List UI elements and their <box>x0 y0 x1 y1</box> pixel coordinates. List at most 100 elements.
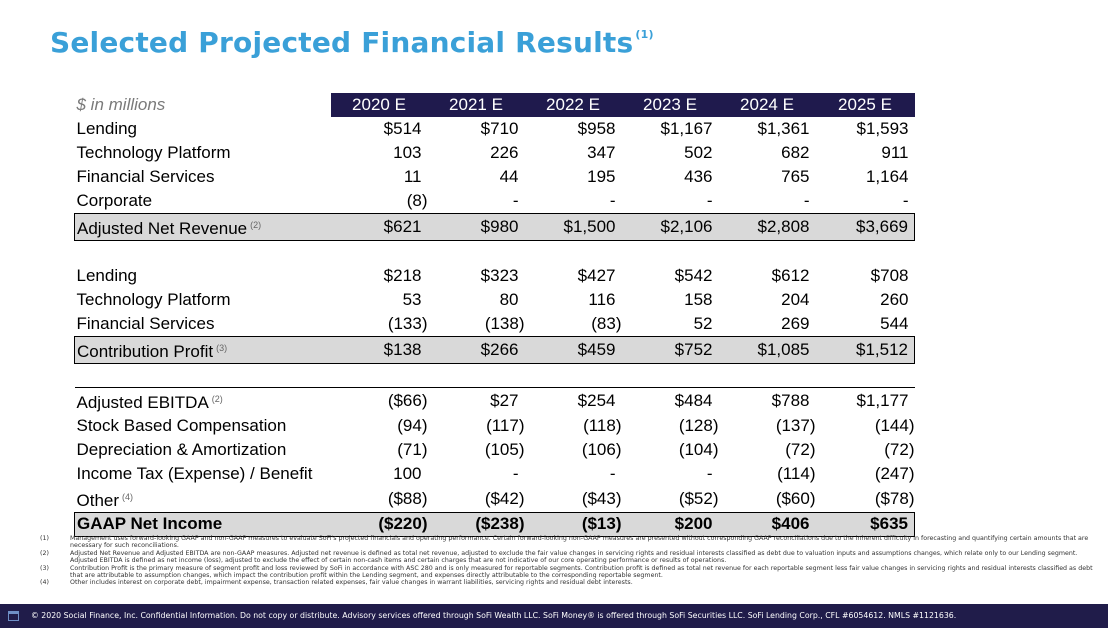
row-label-text: Stock Based Compensation <box>76 415 287 435</box>
value-cell: (117) <box>486 415 525 435</box>
total-row: Contribution Profit (3) $138 $266 $459 $752 $1… <box>74 335 915 364</box>
row-label: GAAP Net Income <box>74 511 331 537</box>
value-cell: $1,512 <box>815 335 915 364</box>
value-cell: $1,361 <box>757 119 810 138</box>
spacer-cell <box>331 363 428 387</box>
value-cell: (83) <box>591 313 622 333</box>
value-cell: 103 <box>393 143 422 162</box>
value-cell: ($42) <box>484 488 525 508</box>
row-label-text: Contribution Profit <box>77 341 214 361</box>
table-row: Adjusted EBITDA (2) ($66) $27 $254 $484 $788 $1… <box>74 386 915 414</box>
value-cell: $542 <box>674 266 713 285</box>
total-row: GAAP Net Income ($220) ($238) ($13) $200 $406… <box>74 511 915 537</box>
value-cell: (118) <box>583 415 622 435</box>
row-label: Technology Platform <box>75 141 331 165</box>
footnote-mark: (2) <box>40 549 49 557</box>
row-label-text: Lending <box>76 119 138 138</box>
value-cell: 347 <box>587 143 616 162</box>
value-cell: 52 <box>693 313 713 333</box>
value-cell: - <box>609 463 616 483</box>
value-cell: - <box>609 190 616 210</box>
row-label-text: Lending <box>76 266 138 285</box>
value-cell: (144) <box>874 415 915 435</box>
footnote-marker: (2) <box>250 219 262 230</box>
page-title: Selected Projected Financial Results (1) <box>50 26 654 59</box>
row-label: Income Tax (Expense) / Benefit <box>75 462 331 486</box>
value-cell: ($88) <box>387 488 428 508</box>
footnote-marker: (4) <box>122 491 134 502</box>
footnote-marker: (3) <box>216 342 228 353</box>
spacer-cell <box>816 363 915 387</box>
value-cell: 116 <box>588 290 616 309</box>
value-cell: (138) <box>484 313 525 333</box>
value-cell: $635 <box>815 511 915 537</box>
footer-text: © 2020 Social Finance, Inc. Confidential… <box>31 611 957 620</box>
value-cell: 195 <box>587 167 616 186</box>
footnote: (3) Contribution Profit is the primary me… <box>40 565 1104 580</box>
row-label: Adjusted Net Revenue (2) <box>74 212 331 241</box>
value-cell: - <box>706 463 713 483</box>
spacer-cell <box>525 240 622 264</box>
value-cell: $612 <box>771 266 810 285</box>
total-row: Adjusted Net Revenue (2) $621 $980 $1,500 $2,… <box>74 212 915 241</box>
value-cell: $1,593 <box>856 119 909 138</box>
value-cell: $138 <box>330 335 428 364</box>
table-header-row: $ in millions 2020 E 2021 E 2022 E 2023 E 202… <box>75 93 915 117</box>
year-header: 2024 E <box>718 93 816 117</box>
row-label-text: Financial Services <box>76 167 215 186</box>
unit-label: $ in millions <box>76 95 166 114</box>
row-label-text: Adjusted EBITDA <box>76 392 209 412</box>
value-cell: (114) <box>777 463 816 483</box>
financial-results-table: $ in millions 2020 E 2021 E 2022 E 2023 E 202… <box>74 93 915 537</box>
table-row: Lending $218 $323 $427 $542 $612 $708 <box>75 264 915 288</box>
value-cell: $2,808 <box>718 212 816 241</box>
footnote-marker: (2) <box>211 393 223 404</box>
value-cell: (72) <box>785 439 816 459</box>
value-cell: 11 <box>403 167 422 186</box>
year-header: 2022 E <box>524 93 622 117</box>
value-cell: $484 <box>621 386 719 414</box>
value-cell: $266 <box>427 335 525 364</box>
row-label-text: Adjusted Net Revenue <box>77 218 248 238</box>
row-label: Financial Services <box>75 312 331 336</box>
value-cell: - <box>902 190 909 210</box>
value-cell: - <box>706 190 713 210</box>
footnote: (4) Other includes interest on corporate … <box>40 579 1104 586</box>
spacer-cell <box>331 240 428 264</box>
value-cell: (8) <box>406 190 428 210</box>
spacer-row <box>75 240 915 264</box>
row-label-text: Depreciation & Amortization <box>76 439 287 459</box>
spacer-cell <box>622 363 719 387</box>
value-cell: ($52) <box>678 488 719 508</box>
value-cell: $1,085 <box>718 335 816 364</box>
value-cell: $254 <box>524 386 622 414</box>
row-label: Financial Services <box>75 165 331 189</box>
row-label-text: Technology Platform <box>76 143 231 162</box>
value-cell: ($13) <box>524 511 622 537</box>
table-row: Income Tax (Expense) / Benefit 100 - - - (114… <box>75 462 915 486</box>
spacer-cell <box>428 240 525 264</box>
value-cell: $710 <box>480 119 519 138</box>
footnote: (1) Management uses forward-looking GAAP … <box>40 535 1104 550</box>
table-row: Financial Services (133) (138) (83) 52 269 544 <box>75 312 915 336</box>
footnote-mark: (1) <box>40 535 49 542</box>
document-icon <box>8 611 19 621</box>
value-cell: $980 <box>427 212 525 241</box>
value-cell: (247) <box>874 463 915 483</box>
value-cell: $514 <box>383 119 422 138</box>
value-cell: $406 <box>718 511 816 537</box>
footer-bar: © 2020 Social Finance, Inc. Confidential… <box>0 604 1108 628</box>
spacer-row <box>75 363 915 387</box>
title-footnote-marker: (1) <box>635 27 654 41</box>
page-title-text: Selected Projected Financial Results <box>50 26 634 59</box>
value-cell: $1,177 <box>815 386 915 414</box>
value-cell: 682 <box>781 143 810 162</box>
value-cell: $621 <box>330 212 428 241</box>
spacer-cell <box>816 240 915 264</box>
value-cell: 436 <box>684 167 713 186</box>
row-label: Lending <box>75 264 331 288</box>
row-label: Lending <box>75 117 331 141</box>
value-cell: (94) <box>397 415 428 435</box>
table-row: Stock Based Compensation (94) (117) (118) (1… <box>75 414 915 438</box>
year-header: 2021 E <box>427 93 525 117</box>
